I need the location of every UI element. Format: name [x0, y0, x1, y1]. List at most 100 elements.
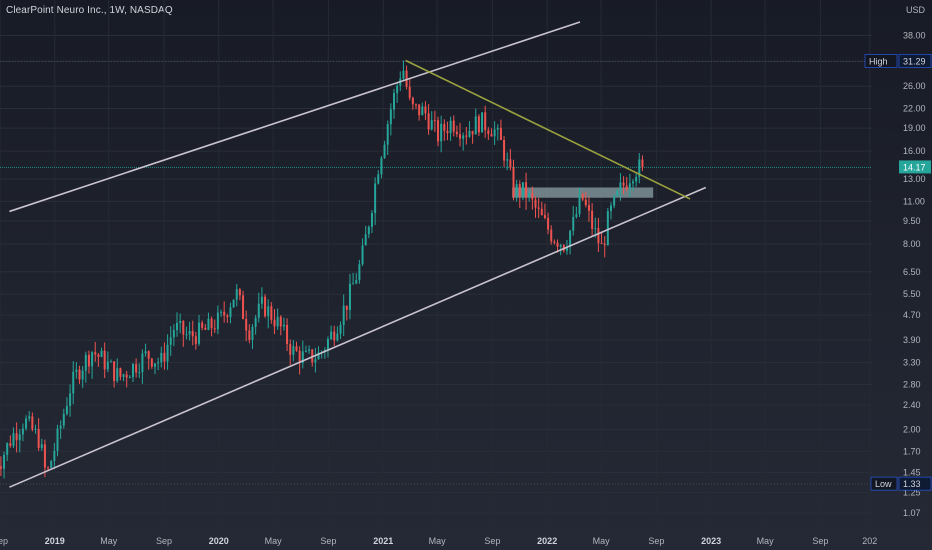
- candle-body: [34, 428, 37, 430]
- x-tick-label: Sep: [0, 536, 8, 546]
- y-tick-label: 1.07: [903, 508, 921, 518]
- x-tick-label: 2020: [209, 536, 229, 546]
- candle-body: [591, 210, 594, 229]
- candle-body: [75, 369, 78, 372]
- candle-body: [364, 234, 367, 246]
- candle-body: [421, 106, 424, 116]
- candle-body: [528, 193, 531, 198]
- candle-body: [50, 461, 53, 468]
- candle-body: [377, 174, 380, 184]
- candle-body: [292, 346, 295, 355]
- lower-channel-line: [9, 186, 707, 488]
- candle-body: [326, 338, 329, 351]
- candle-body: [150, 358, 153, 367]
- candle-body: [405, 70, 408, 87]
- candle-body: [550, 229, 553, 242]
- price-badges-layer: High 31.29 14.17 Low 1.33: [864, 54, 932, 491]
- candle-body: [94, 352, 97, 355]
- candle-body: [487, 130, 490, 135]
- badge-tag-box: [870, 476, 898, 491]
- candle-body: [317, 352, 320, 360]
- candle-body: [301, 351, 304, 363]
- candle-body: [210, 318, 213, 329]
- candle-body: [279, 316, 282, 327]
- candle-body: [163, 352, 166, 362]
- candle-body: [578, 193, 581, 215]
- candle-body: [18, 434, 21, 441]
- candle-body: [270, 306, 273, 320]
- candle-body: [459, 134, 462, 139]
- candle-body: [455, 131, 458, 135]
- candle-body: [402, 70, 405, 79]
- candle-body: [440, 123, 443, 142]
- candle-body: [220, 311, 223, 313]
- candle-body: [97, 354, 100, 357]
- candle-body: [352, 283, 355, 285]
- candle-body: [597, 228, 600, 243]
- y-tick-label: 1.25: [903, 487, 921, 497]
- candle-body: [556, 242, 559, 247]
- candle-body: [638, 159, 641, 177]
- candle-body: [242, 295, 245, 320]
- badge-tag-text: High: [869, 56, 888, 66]
- candle-body: [392, 93, 395, 110]
- candle-body: [31, 416, 34, 430]
- candle-body: [462, 135, 465, 139]
- y-tick-label: 3.30: [903, 357, 921, 367]
- y-tick-label: 2.40: [903, 400, 921, 410]
- candle-body: [333, 331, 336, 341]
- y-tick-label: 2.80: [903, 379, 921, 389]
- candle-body: [109, 361, 112, 363]
- candle-body: [518, 184, 521, 197]
- x-tick-label: Sep: [812, 536, 828, 546]
- zone-layer: [512, 187, 654, 198]
- candle-body: [157, 362, 160, 364]
- candle-body: [534, 199, 537, 208]
- y-tick-label: 1.45: [903, 468, 921, 478]
- candle-body: [238, 289, 241, 296]
- candle-body: [509, 159, 512, 168]
- y-tick-label: 3.90: [903, 335, 921, 345]
- price-axis[interactable]: USD 38.00 31.29 26.00 22.00 19.00 16.00 13.00 11…: [903, 5, 926, 518]
- candle-body: [204, 327, 207, 330]
- candle-body: [298, 350, 301, 363]
- x-tick-label: 2021: [373, 536, 393, 546]
- candle-body: [191, 330, 194, 337]
- x-tick-label: Sep: [156, 536, 172, 546]
- candle-body: [503, 139, 506, 161]
- candle-body: [100, 350, 103, 357]
- candle-body: [553, 241, 556, 243]
- candle-body: [289, 344, 292, 355]
- candle-body: [28, 416, 31, 419]
- candle-body: [635, 176, 638, 182]
- candle-body: [370, 213, 373, 227]
- candle-body: [345, 305, 348, 310]
- drawings-layer: [9, 21, 707, 488]
- x-tick-label: May: [100, 536, 118, 546]
- x-tick-label: Sep: [320, 536, 336, 546]
- candle-body: [600, 242, 603, 244]
- y-tick-label: 26.00: [903, 81, 926, 91]
- candle-body: [380, 157, 383, 175]
- candle-body: [207, 318, 210, 330]
- candle-body: [267, 306, 270, 317]
- candle-body: [65, 405, 68, 414]
- badge-tag-box: [864, 54, 898, 68]
- candle-body: [40, 444, 43, 449]
- candle-body: [348, 283, 351, 310]
- time-axis[interactable]: Sep 2019 May Sep 2020 May Sep 2021 May Sep 2022 May…: [0, 536, 877, 546]
- candle-body: [254, 317, 257, 327]
- candle-body: [216, 312, 219, 330]
- candle-body: [613, 195, 616, 206]
- y-tick-label: 38.00: [903, 30, 926, 40]
- candle-body: [144, 351, 147, 354]
- candle-body: [515, 184, 518, 197]
- candle-body: [396, 85, 399, 94]
- candle-body: [625, 185, 628, 190]
- candle-body: [415, 104, 418, 106]
- badge-last-price-box: [899, 160, 931, 174]
- candle-body: [471, 130, 474, 135]
- candle-body: [128, 377, 131, 379]
- candle-body: [59, 425, 62, 429]
